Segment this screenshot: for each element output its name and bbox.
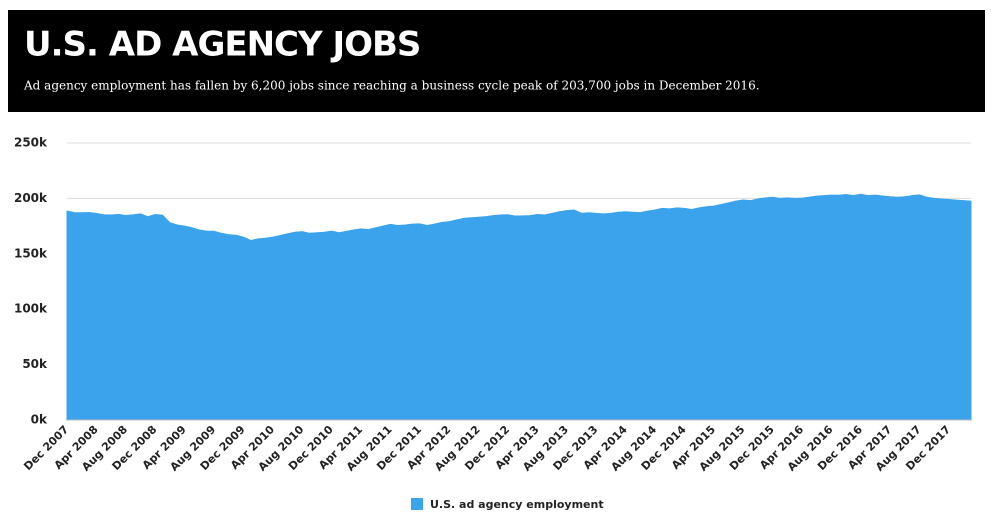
legend-label: U.S. ad agency employment [430,498,604,511]
y-tick-label: 100k [14,302,48,316]
y-tick-label: 250k [14,136,48,150]
y-tick-label: 0k [31,413,48,427]
legend-swatch [411,498,423,510]
y-tick-label: 50k [22,357,48,371]
chart-title: U.S. AD AGENCY JOBS [24,25,420,65]
y-tick-label: 150k [14,246,48,260]
area [66,193,972,421]
chart-subtitle: Ad agency employment has fallen by 6,200… [23,79,760,93]
y-tick-label: 200k [14,191,48,205]
header-band [8,10,985,112]
